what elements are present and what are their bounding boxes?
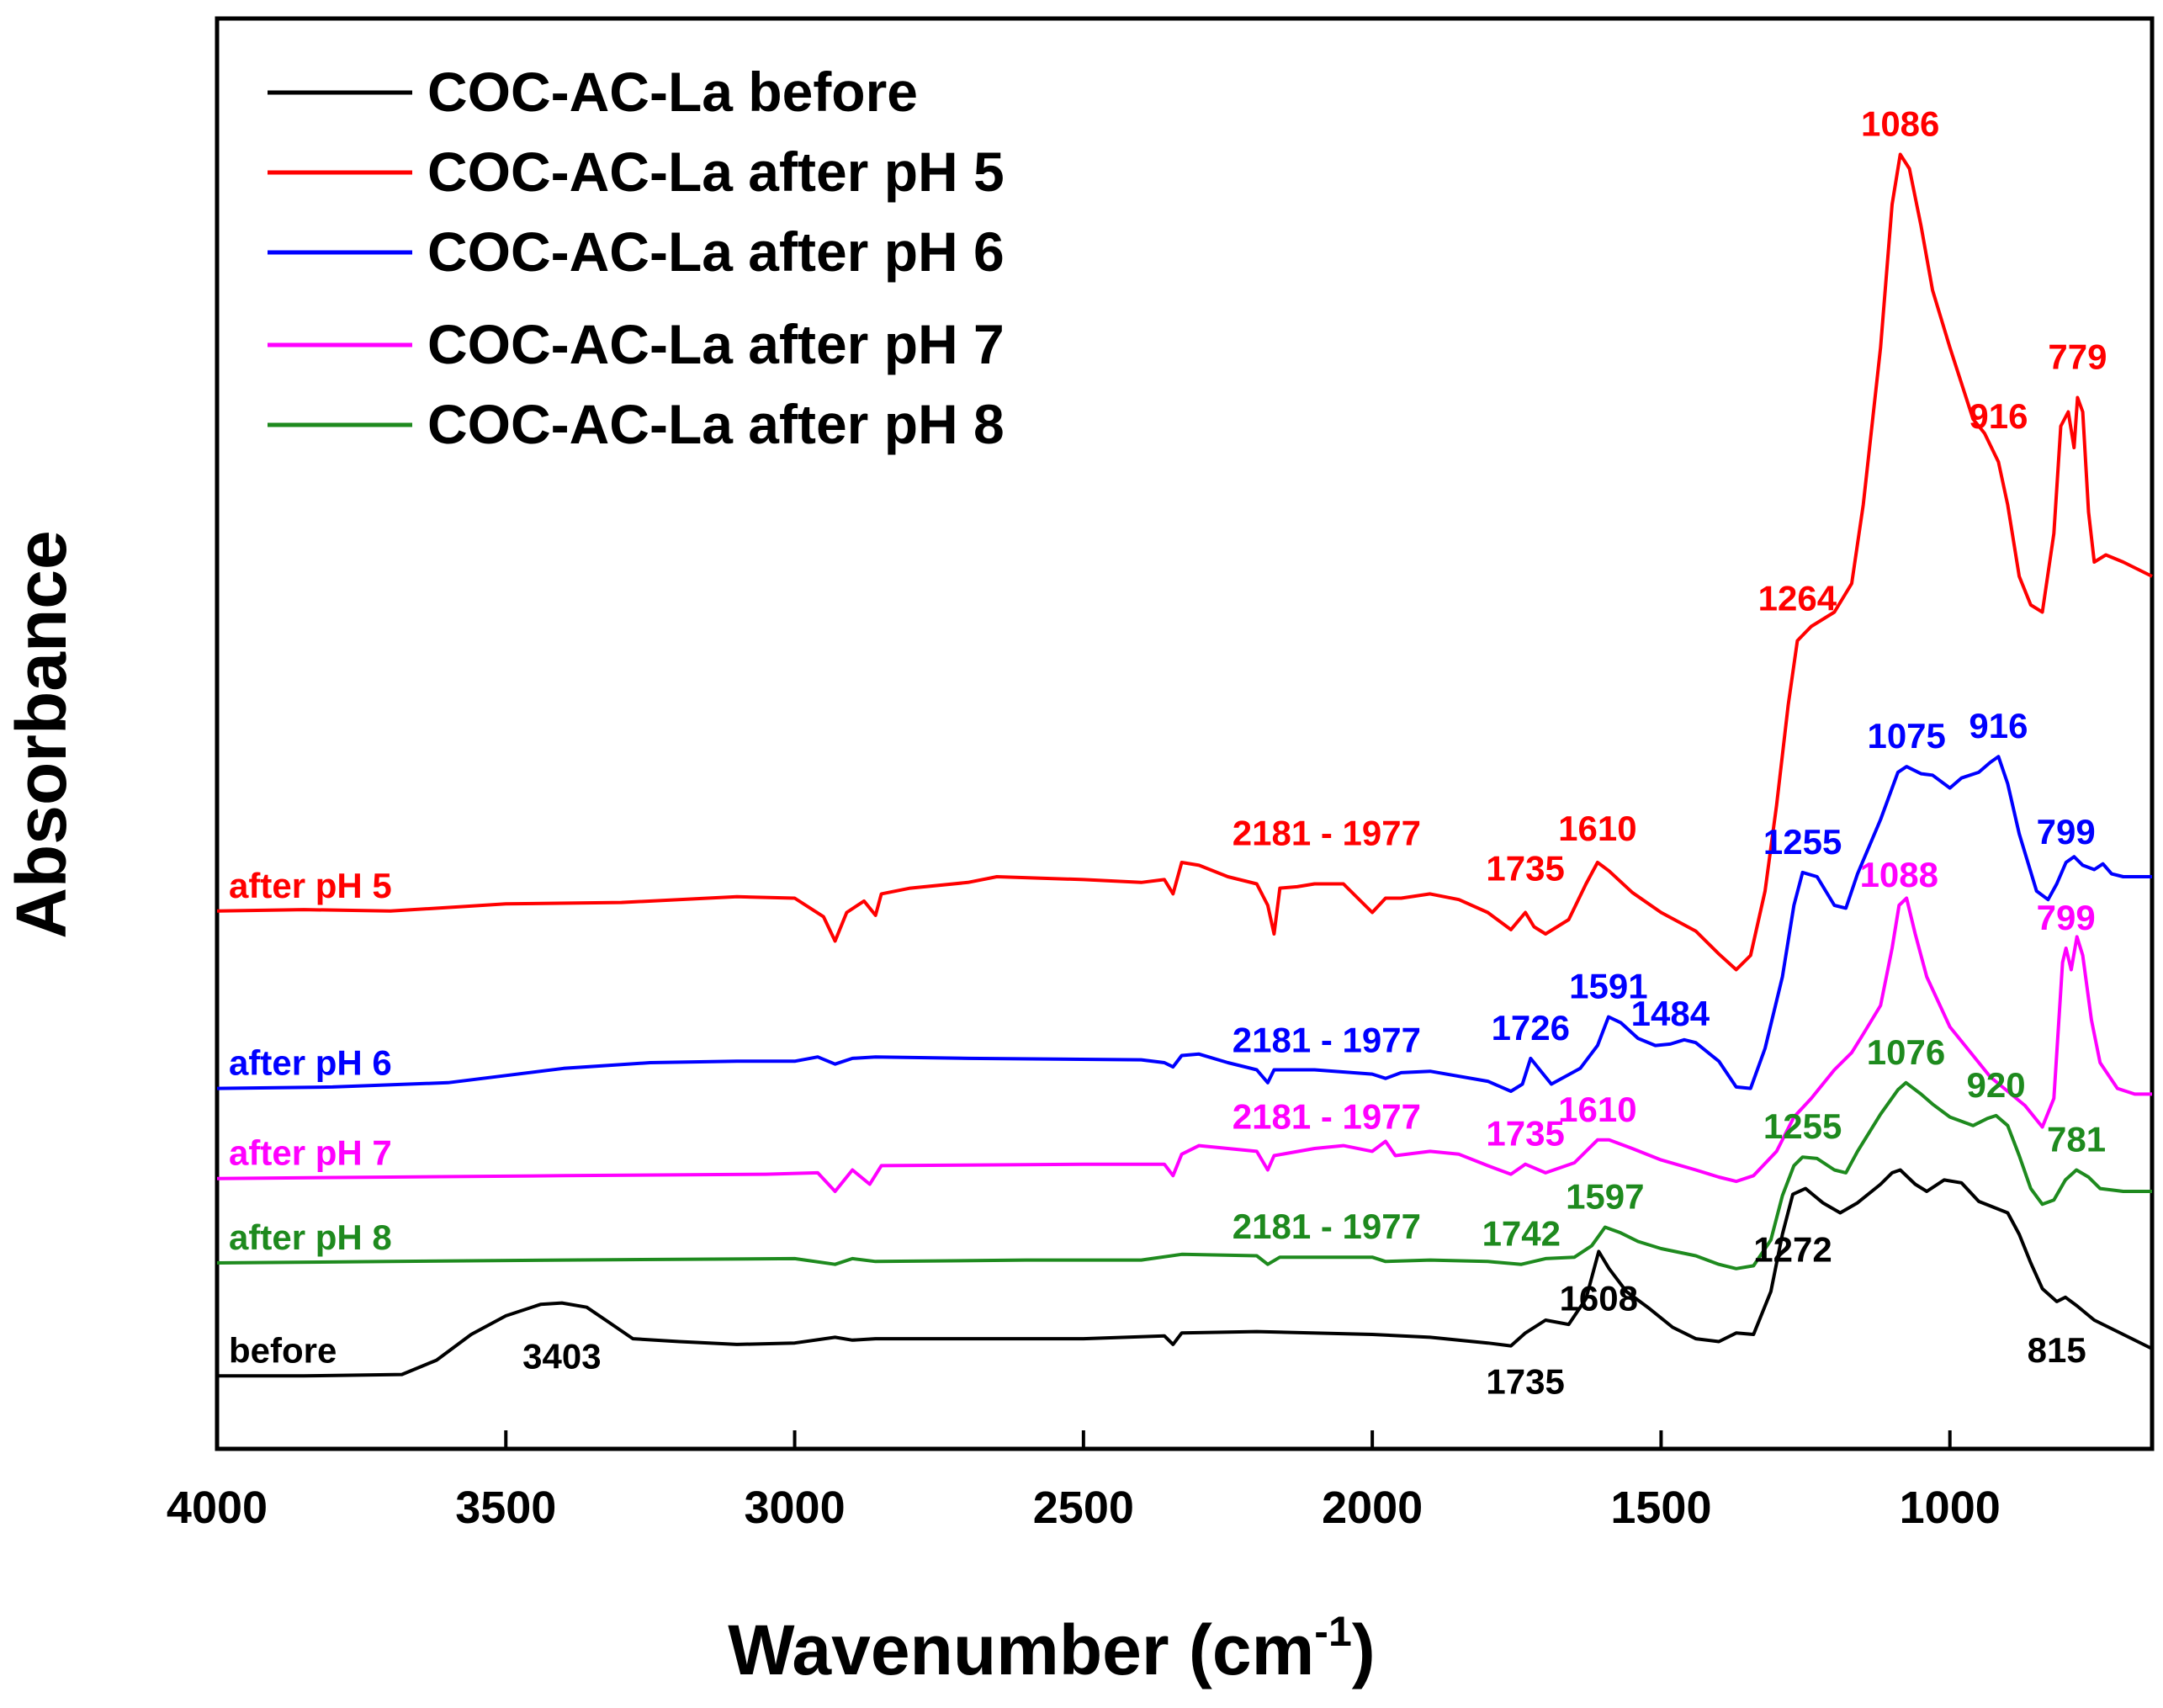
x-tick-label-3500: 3500 (455, 1483, 556, 1533)
peak-label-after-ph-7-19: 1610 (1558, 1090, 1636, 1129)
peak-label-after-ph-5-2: 779 (2048, 337, 2107, 377)
peak-label-after-ph-7-15: 1088 (1860, 855, 1938, 894)
curve-after-ph-7 (216, 896, 2152, 1193)
x-tick-label-4000: 4000 (167, 1483, 268, 1533)
curve-label-after-ph-8: after pH 8 (229, 1217, 392, 1257)
peak-label-after-ph-6-13: 1591 (1569, 967, 1647, 1006)
x-tick-label-3000: 3000 (744, 1483, 845, 1533)
curve-after-ph-6 (216, 755, 2152, 1093)
legend-entry-after-ph-8: COC-AC-La after pH 8 (427, 393, 1005, 455)
peak-label-before-30: 1735 (1486, 1361, 1564, 1401)
spectra-curves (216, 152, 2153, 1378)
peak-label-after-ph-8-21: 920 (1967, 1065, 2026, 1105)
x-axis-title: Wavenumber (cm-1) (728, 1608, 1376, 1689)
x-tick-label-2500: 2500 (1033, 1483, 1134, 1533)
x-tick-label-1500: 1500 (1610, 1483, 1711, 1533)
peak-label-after-ph-7-18: 1735 (1486, 1114, 1564, 1154)
peak-label-before-29: 1608 (1560, 1278, 1638, 1318)
legend: COC-AC-La before COC-AC-La after pH 5 COC-… (268, 61, 1005, 455)
x-tick-label-2000: 2000 (1322, 1483, 1423, 1533)
peak-label-after-ph-8-25: 1742 (1482, 1214, 1561, 1254)
peak-label-after-ph-5-3: 1264 (1758, 579, 1837, 618)
curve-after-ph-5 (216, 152, 2153, 972)
peak-label-before-31: 3403 (522, 1337, 601, 1376)
x-tick-label-1000: 1000 (1900, 1483, 2001, 1533)
peak-label-before-27: 1272 (1753, 1229, 1832, 1269)
peak-label-after-ph-8-24: 2181 - 1977 (1233, 1207, 1421, 1246)
x-axis-title-close: ) (1352, 1610, 1376, 1689)
peak-label-after-ph-8-23: 1255 (1763, 1106, 1842, 1146)
x-axis-title-exponent: -1 (1314, 1608, 1351, 1655)
curve-labels: before after pH 8 after pH 7 after pH 6 afte… (229, 866, 392, 1371)
peak-label-after-ph-6-7: 1075 (1867, 716, 1945, 756)
curve-before (217, 1168, 2153, 1378)
x-axis-title-main: Wavenumber (cm (728, 1610, 1314, 1689)
curve-label-after-ph-6: after pH 6 (229, 1043, 392, 1083)
plot-frame (215, 16, 2155, 1451)
peak-label-after-ph-5-1: 916 (1969, 396, 2028, 436)
peak-label-after-ph-8-26: 1597 (1566, 1177, 1644, 1217)
peak-label-after-ph-5-0: 1086 (1861, 104, 1939, 144)
peak-label-after-ph-8-22: 781 (2047, 1120, 2106, 1159)
peak-label-after-ph-5-5: 1610 (1558, 809, 1636, 848)
peak-label-after-ph-5-4: 2181 - 1977 (1233, 814, 1421, 853)
peak-label-after-ph-6-11: 2181 - 1977 (1233, 1021, 1421, 1060)
legend-entry-before: COC-AC-La before (427, 61, 918, 123)
peak-label-after-ph-6-9: 799 (2037, 812, 2096, 851)
peak-label-after-ph-7-17: 2181 - 1977 (1233, 1097, 1421, 1137)
curve-label-before: before (229, 1330, 337, 1370)
peak-label-after-ph-7-16: 799 (2037, 898, 2096, 937)
y-axis-title: Absorbance (2, 530, 81, 938)
curve-label-after-ph-7: after pH 7 (229, 1133, 392, 1173)
legend-entry-after-ph-6: COC-AC-La after pH 6 (427, 220, 1005, 283)
peak-label-after-ph-6-8: 916 (1969, 706, 2028, 745)
peak-label-after-ph-8-20: 1076 (1867, 1032, 1945, 1072)
legend-entry-after-ph-5: COC-AC-La after pH 5 (427, 141, 1005, 203)
peak-label-before-28: 815 (2028, 1330, 2086, 1370)
legend-entry-after-ph-7: COC-AC-La after pH 7 (427, 313, 1005, 375)
peak-label-after-ph-6-14: 1484 (1631, 994, 1710, 1033)
peak-label-after-ph-6-12: 1726 (1492, 1008, 1570, 1048)
curve-label-after-ph-5: after pH 5 (229, 866, 392, 905)
peak-label-after-ph-5-6: 1735 (1486, 849, 1564, 888)
x-axis-ticks: 4000 3500 3000 2500 2000 1500 1000 (167, 1430, 2001, 1533)
curve-after-ph-8 (216, 1080, 2152, 1270)
peak-label-after-ph-6-10: 1255 (1763, 822, 1842, 862)
